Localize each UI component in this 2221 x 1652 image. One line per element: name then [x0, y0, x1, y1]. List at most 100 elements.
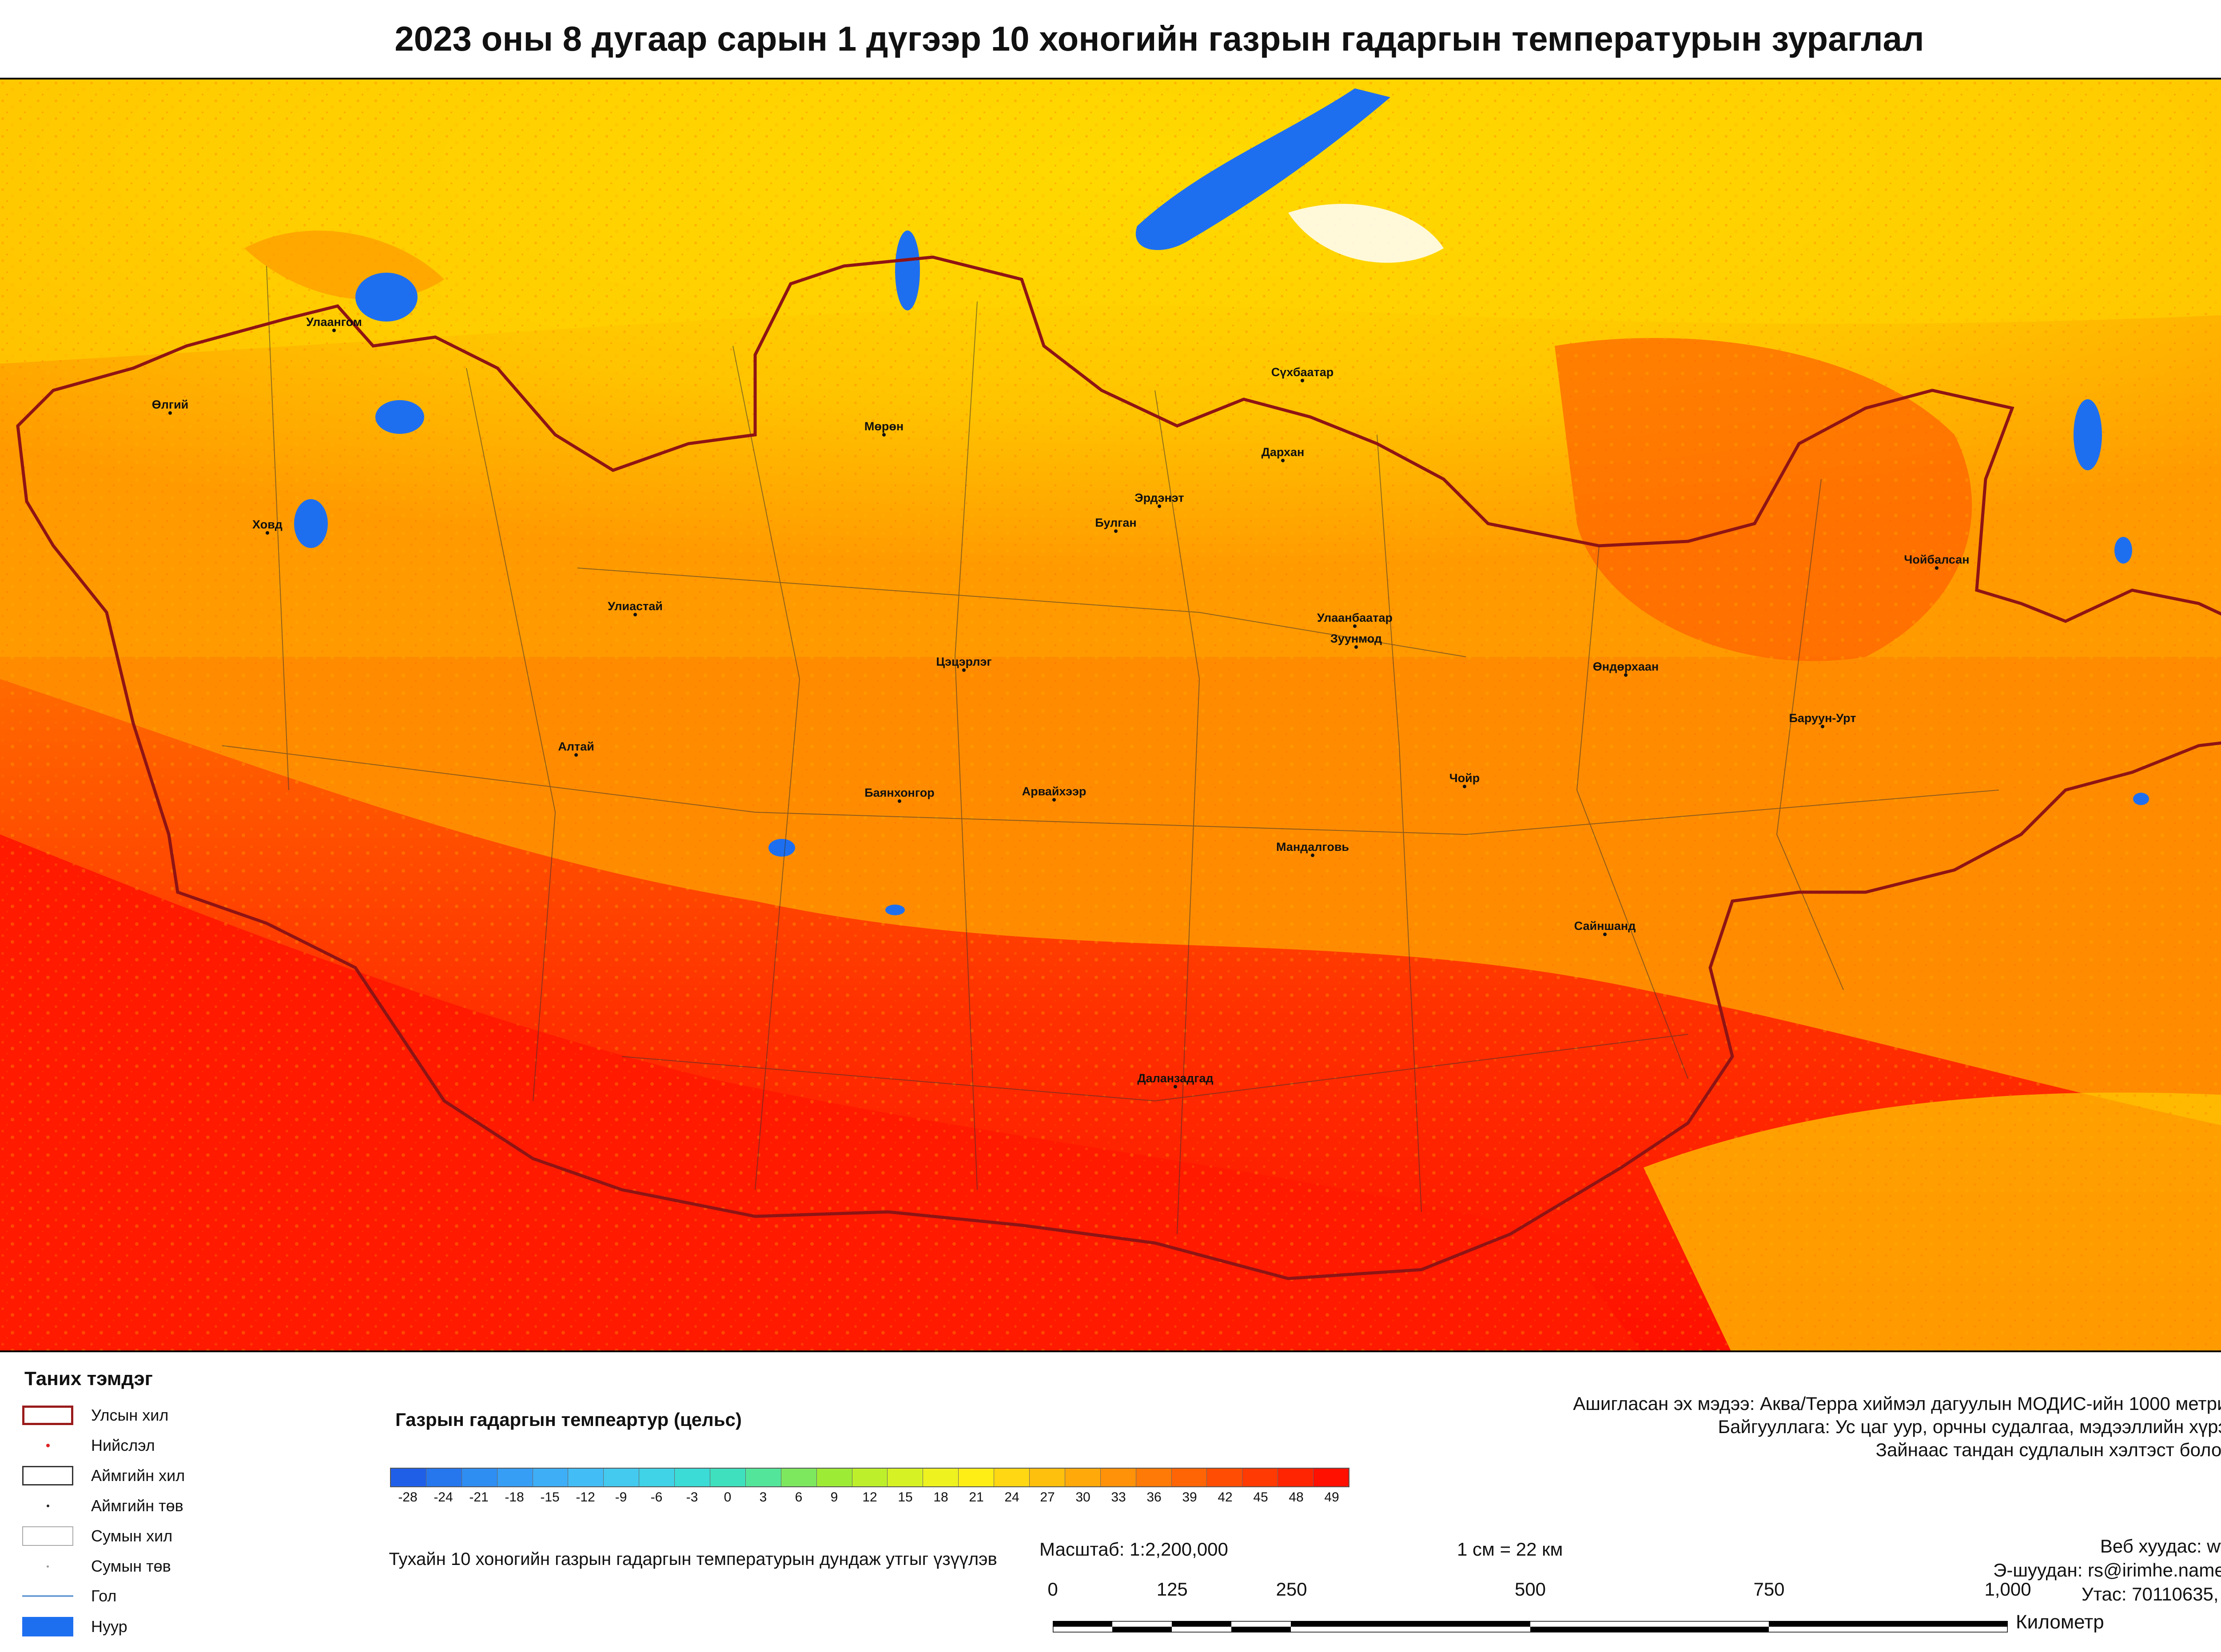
- contact-web: Веб хуудас: www.icc.mn: [2100, 1536, 2221, 1557]
- colorbar-tick-label: 3: [759, 1490, 767, 1505]
- city-dot-icon: [168, 411, 172, 415]
- city-label: Сайншанд: [1574, 919, 1636, 933]
- lake-boon-tsagaan: [885, 905, 905, 915]
- legend-item-label: Аймгийн хил: [91, 1466, 185, 1485]
- city-label: Арвайхээр: [1022, 785, 1087, 798]
- legend-item-label: Нийслэл: [91, 1436, 155, 1454]
- city-dot-icon: [898, 799, 901, 803]
- contact-email: Э-шуудан: rs@irimhe.namem.gov.mn: [1993, 1560, 2221, 1581]
- legend-item-country-border: Улсын хил: [22, 1406, 168, 1425]
- colorbar-tick-label: -18: [505, 1490, 524, 1505]
- colorbar-tick-label: 24: [1004, 1490, 1019, 1505]
- colorbar-swatch: [852, 1469, 888, 1486]
- city-dot-icon: [1052, 798, 1056, 802]
- data-source-info: Ашигласан эх мэдээ: Аква/Терра хиймэл да…: [1573, 1392, 2221, 1461]
- map-canvas: Өлгий Улаангом Ховд Улиастай Алтай Мөрөн Цэцэр…: [0, 79, 2221, 1350]
- colorbar-swatch: [1278, 1469, 1314, 1486]
- city-dot-icon: [1174, 1085, 1177, 1088]
- legend-item-label: Аймгийн төв: [91, 1497, 183, 1515]
- lake-khar-us: [294, 499, 328, 548]
- lake-swatch: [22, 1617, 73, 1636]
- colorbar-tick-label: 9: [830, 1490, 838, 1505]
- colorbar-tick-label: -3: [686, 1490, 698, 1505]
- colorbar-swatch: [923, 1469, 959, 1486]
- colorbar-tick-label: 49: [1324, 1490, 1339, 1505]
- colorbar-tick-label: 18: [933, 1490, 948, 1505]
- colorbar-swatch: [568, 1469, 604, 1486]
- colorbar-tick-label: 6: [795, 1490, 803, 1505]
- colorbar-swatch: [816, 1469, 852, 1486]
- colorbar-swatch: [1313, 1469, 1349, 1486]
- city-label: Өндөрхаан: [1593, 660, 1659, 673]
- colorbar-swatch: [426, 1469, 462, 1486]
- contact-info: Веб хуудас: www.icc.mn Э-шуудан: rs@irim…: [1993, 1534, 2221, 1606]
- colorbar-tick-label: 21: [969, 1490, 984, 1505]
- city-dot-icon: [1158, 504, 1161, 508]
- lake-orog: [768, 839, 795, 857]
- colorbar-tick-label: 36: [1146, 1490, 1162, 1505]
- city-label: Чойр: [1449, 771, 1480, 785]
- colorbar-swatch: [497, 1469, 533, 1486]
- colorbar-tick-label: 33: [1111, 1490, 1126, 1505]
- info-line-dept: Зайнаас тандан судлалын хэлтэст боловсру…: [1875, 1439, 2221, 1460]
- averaging-note: Тухайн 10 хоногийн газрын гадаргын темпе…: [389, 1549, 997, 1569]
- scale-tick-label: 0: [1047, 1579, 1058, 1600]
- info-line-org: Байгууллага: Ус цаг уур, орчны судалгаа,…: [1718, 1416, 2221, 1437]
- city-label: Мөрөн: [864, 420, 904, 433]
- scale-ticks: 0 125 250 500 750 1,000: [1047, 1579, 2031, 1605]
- city-dot-icon: [1603, 933, 1607, 936]
- city-dot-icon: [266, 531, 269, 535]
- scale-tick-label: 250: [1276, 1579, 1307, 1600]
- city-labels: Өлгий Улаангом Ховд Улиастай Алтай Мөрөн Цэцэр…: [152, 315, 1970, 1088]
- lake-khulun: [2074, 399, 2102, 470]
- city-label: Зуунмод: [1330, 632, 1382, 645]
- city-dot-icon: [1281, 459, 1285, 462]
- city-label: Эрдэнэт: [1134, 491, 1184, 504]
- colorbar-tick-label: 42: [1218, 1490, 1233, 1505]
- lake-buir: [2114, 537, 2132, 564]
- colorbar-tick-label: 48: [1289, 1490, 1304, 1505]
- colorbar-tick-label: -21: [469, 1490, 489, 1505]
- city-dot-icon: [332, 329, 336, 332]
- scale-tick-label: 750: [1753, 1579, 1785, 1600]
- city-dot-icon: [1354, 645, 1358, 649]
- colorbar-swatch: [994, 1469, 1030, 1486]
- legend-item-label: Улсын хил: [91, 1406, 169, 1424]
- colorbar-swatch: [959, 1469, 995, 1486]
- lake-baikal: [1135, 88, 1390, 250]
- colorbar-swatch: [1136, 1469, 1172, 1486]
- capital-swatch: [22, 1436, 73, 1455]
- city-dot-icon: [633, 613, 637, 616]
- colorbar: [390, 1468, 1349, 1487]
- legend-item-label: Нуур: [91, 1617, 127, 1636]
- scale-tick-label: 500: [1514, 1579, 1546, 1600]
- colorbar-swatch: [710, 1469, 746, 1486]
- city-dot-icon: [1311, 854, 1314, 857]
- info-line-source: Ашигласан эх мэдээ: Аква/Терра хиймэл да…: [1573, 1393, 2221, 1414]
- scale-tick-label: 125: [1156, 1579, 1188, 1600]
- city-label: Чойбалсан: [1904, 553, 1969, 566]
- colorbar-tick-label: -12: [576, 1490, 595, 1505]
- city-dot-icon: [574, 753, 578, 757]
- city-dot-icon: [1353, 624, 1357, 628]
- city-dot-icon: [1114, 529, 1118, 533]
- colorbar-swatch: [888, 1469, 923, 1486]
- colorbar-swatch: [604, 1469, 640, 1486]
- scale-ratio: 1 см = 22 км: [1457, 1539, 1563, 1560]
- legend-item-capital: Нийслэл: [22, 1436, 155, 1455]
- city-label: Сүхбаатар: [1271, 365, 1334, 379]
- colorbar-swatch: [1242, 1469, 1278, 1486]
- city-label: Цэцэрлэг: [936, 655, 991, 668]
- lake-uvs: [355, 273, 418, 322]
- legend-item-aimag-border: Аймгийн хил: [22, 1466, 185, 1485]
- scale-label: Масштаб: 1:2,200,000: [1039, 1539, 1228, 1560]
- colorbar-tick-label: -15: [540, 1490, 560, 1505]
- city-dot-icon: [882, 433, 886, 437]
- sum-border-swatch: [22, 1526, 73, 1546]
- city-dot-icon: [1821, 725, 1824, 728]
- colorbar-tick-label: -24: [434, 1490, 453, 1505]
- city-label: Өлгий: [152, 398, 189, 411]
- colorbar-tick-label: -9: [615, 1490, 627, 1505]
- contact-phone: Утас: 70110635, 70110638: [2082, 1584, 2221, 1604]
- colorbar-tick-label: 27: [1040, 1490, 1055, 1505]
